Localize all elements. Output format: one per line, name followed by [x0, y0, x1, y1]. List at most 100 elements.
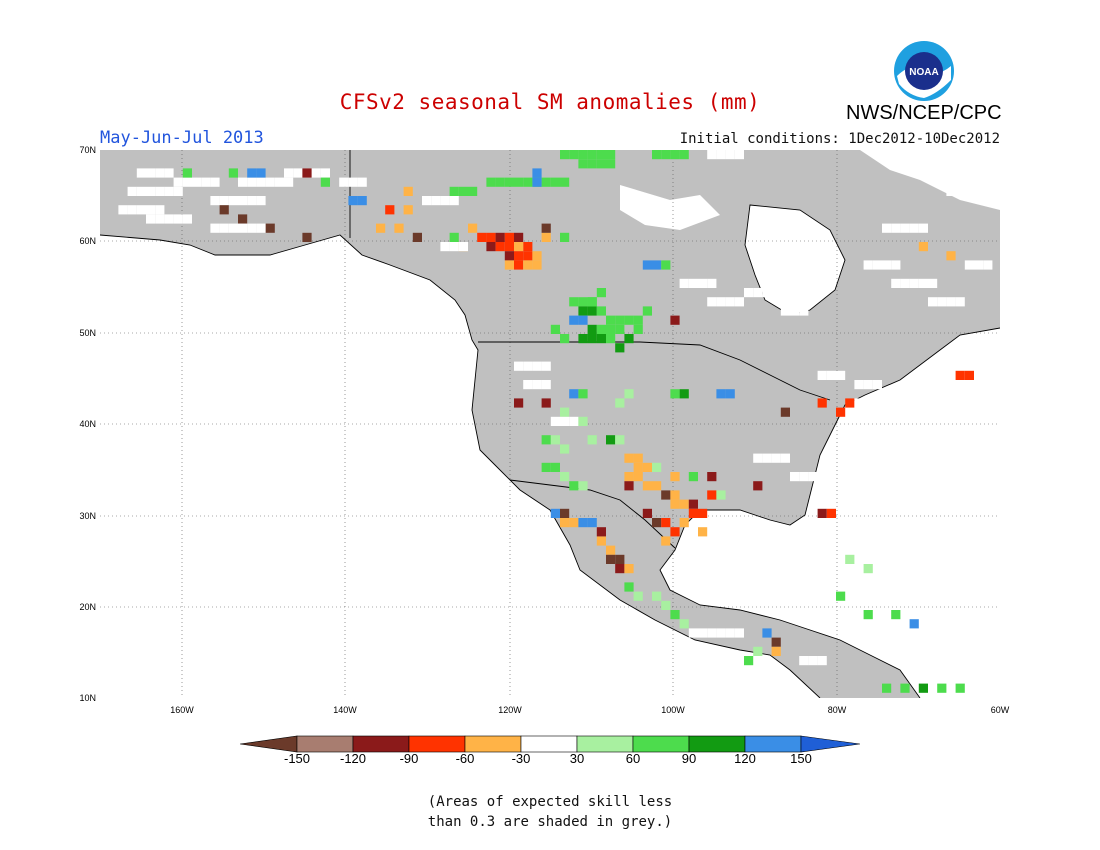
anomaly-cell — [633, 315, 643, 325]
anomaly-cell — [753, 453, 763, 463]
anomaly-cell — [716, 490, 726, 500]
anomaly-cell — [670, 490, 680, 500]
anomaly-cell — [247, 223, 257, 233]
anomaly-cell — [514, 260, 524, 270]
anomaly-cell — [201, 177, 211, 187]
anomaly-cell — [955, 370, 965, 380]
anomaly-cell — [514, 232, 524, 242]
anomaly-cell — [946, 251, 956, 261]
anomaly-cell — [146, 205, 156, 215]
anomaly-cell — [532, 251, 542, 261]
anomaly-cell — [486, 242, 496, 252]
anomaly-cell — [320, 168, 330, 178]
anomaly-cell — [504, 177, 514, 187]
anomaly-cell — [578, 518, 588, 528]
anomaly-cell — [578, 297, 588, 307]
anomaly-cell — [146, 186, 156, 196]
anomaly-cell — [918, 242, 928, 252]
anomaly-cell — [486, 177, 496, 187]
anomaly-cell — [826, 370, 836, 380]
anomaly-cell — [845, 554, 855, 564]
anomaly-cell — [495, 232, 505, 242]
anomaly-cell — [606, 150, 616, 160]
anomaly-cell — [578, 150, 588, 160]
anomaly-cell — [385, 205, 395, 215]
anomaly-cell — [624, 582, 634, 592]
anomaly-cell — [909, 278, 919, 288]
lat-tick-40n: 40N — [79, 419, 96, 429]
anomaly-cell — [550, 435, 560, 445]
anomaly-cell — [900, 278, 910, 288]
anomaly-cell — [882, 223, 892, 233]
anomaly-cell — [652, 260, 662, 270]
anomaly-cell — [136, 186, 146, 196]
anomaly-cell — [596, 159, 606, 169]
anomaly-cell — [541, 361, 551, 371]
anomaly-cell — [440, 196, 450, 206]
anomaly-cell — [670, 315, 680, 325]
anomaly-cell — [753, 481, 763, 491]
anomaly-cell — [799, 472, 809, 482]
anomaly-cell — [523, 177, 533, 187]
anomaly-cell — [624, 315, 634, 325]
anomaly-cell — [532, 380, 542, 390]
anomaly-cell — [569, 315, 579, 325]
anomaly-cell — [983, 177, 993, 187]
anomaly-cell — [238, 223, 248, 233]
anomaly-cell — [431, 196, 441, 206]
colorbar-label: -150 — [283, 751, 311, 766]
anomaly-cell — [670, 527, 680, 537]
anomaly-cell — [477, 232, 487, 242]
anomaly-cell — [228, 223, 238, 233]
colorbar-box — [352, 735, 410, 753]
anomaly-cell — [771, 288, 781, 298]
anomaly-cell — [688, 472, 698, 482]
anomaly-cell — [495, 177, 505, 187]
anomaly-cell — [808, 656, 818, 666]
anomaly-cell — [780, 407, 790, 417]
anomaly-cell — [854, 398, 864, 408]
colorbar-arrow-high — [800, 735, 860, 753]
anomaly-cell — [900, 683, 910, 693]
anomaly-cell — [514, 398, 524, 408]
anomaly-cells — [118, 150, 1000, 693]
anomaly-cell — [606, 324, 616, 334]
anomaly-cell — [734, 628, 744, 638]
anomaly-cell — [339, 177, 349, 187]
anomaly-cell — [670, 499, 680, 509]
anomaly-cell — [863, 380, 873, 390]
anomaly-cell — [504, 260, 514, 270]
anomaly-cell — [182, 168, 192, 178]
anomaly-cell — [863, 260, 873, 270]
anomaly-cell — [541, 380, 551, 390]
anomaly-cell — [173, 186, 183, 196]
colorbar-box — [576, 735, 634, 753]
anomaly-cell — [615, 315, 625, 325]
anomaly-cell — [541, 462, 551, 472]
anomaly-cell — [615, 324, 625, 334]
anomaly-cell — [642, 481, 652, 491]
anomaly-cell — [615, 343, 625, 353]
anomaly-cell — [679, 389, 689, 399]
anomaly-cell — [624, 334, 634, 344]
anomaly-cell — [578, 306, 588, 316]
anomaly-cell — [560, 334, 570, 344]
anomaly-cell — [624, 453, 634, 463]
anomaly-cell — [228, 196, 238, 206]
anomaly-cell — [192, 177, 202, 187]
anomaly-cell — [587, 334, 597, 344]
anomaly-cell — [514, 242, 524, 252]
anomaly-cell — [587, 518, 597, 528]
anomaly-cell — [247, 196, 257, 206]
lat-tick-20n: 20N — [79, 602, 96, 612]
lon-tick-100w: 100W — [661, 705, 685, 715]
anomaly-cell — [541, 223, 551, 233]
anomaly-cell — [707, 278, 717, 288]
anomaly-cell — [596, 150, 606, 160]
anomaly-cell — [596, 324, 606, 334]
anomaly-cell — [688, 278, 698, 288]
anomaly-cell — [891, 278, 901, 288]
colorbar-arrow-low — [240, 735, 298, 753]
anomaly-cell — [780, 306, 790, 316]
anomaly-cell — [670, 389, 680, 399]
